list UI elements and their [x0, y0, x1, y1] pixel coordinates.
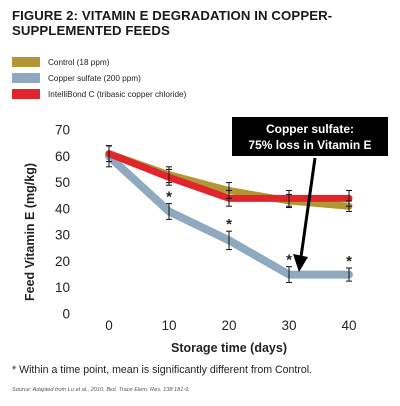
callout-arrow-head [293, 254, 308, 272]
x-tick-label: 10 [161, 318, 176, 333]
x-axis-title: Storage time (days) [171, 341, 287, 355]
legend-item-control: Control (18 ppm) [12, 55, 312, 69]
legend-label-intellibond: IntelliBond C (tribasic copper chloride) [48, 89, 187, 99]
y-tick-label: 10 [55, 280, 70, 295]
y-tick-label: 50 [55, 175, 70, 190]
callout-box [232, 117, 388, 156]
significance-marker: * [286, 252, 292, 269]
chart-series: * * * * [105, 145, 353, 283]
legend-label-control: Control (18 ppm) [48, 57, 110, 67]
y-tick-label: 0 [62, 307, 70, 322]
x-tick-label: 0 [105, 318, 113, 333]
figure-title-line1: FIGURE 2: VITAMIN E DEGRADATION IN COPPE… [12, 8, 333, 23]
significance-marker: * [166, 189, 172, 206]
y-tick-label: 40 [55, 201, 70, 216]
x-tick-label: 40 [341, 318, 356, 333]
figure-title-line2: SUPPLEMENTED FEEDS [12, 23, 170, 38]
legend-swatch-control [12, 57, 40, 67]
figure-title: FIGURE 2: VITAMIN E DEGRADATION IN COPPE… [12, 8, 392, 38]
x-tick-label: 20 [221, 318, 236, 333]
legend: Control (18 ppm) Copper sulfate (200 ppm… [12, 55, 312, 103]
callout-line1: Copper sulfate: [266, 122, 354, 136]
y-tick-label: 60 [55, 149, 70, 164]
legend-label-copper-sulfate: Copper sulfate (200 ppm) [48, 73, 141, 83]
callout: Copper sulfate: 75% loss in Vitamin E [232, 117, 388, 272]
callout-line2: 75% loss in Vitamin E [248, 138, 371, 152]
footnote: * Within a time point, mean is significa… [12, 364, 313, 376]
source-note: Source: Adapted from Lu et al., 2010. Bi… [12, 387, 190, 393]
significance-marker: * [226, 216, 232, 233]
y-tick-label: 70 [55, 123, 70, 138]
y-tick-label: 20 [55, 254, 70, 269]
y-axis-title: Feed Vitamin E (mg/kg) [23, 163, 37, 301]
x-tick-label: 30 [281, 318, 296, 333]
significance-marker: * [346, 253, 352, 270]
callout-arrow-line [299, 157, 317, 258]
chart-axes: 0 10 20 30 40 50 60 70 0 10 20 30 40 Storage time (da… [23, 123, 357, 356]
legend-item-copper-sulfate: Copper sulfate (200 ppm) [12, 71, 312, 85]
legend-item-intellibond: IntelliBond C (tribasic copper chloride) [12, 87, 312, 101]
y-tick-label: 30 [55, 228, 70, 243]
legend-swatch-intellibond [12, 89, 40, 99]
legend-swatch-copper-sulfate [12, 73, 40, 83]
